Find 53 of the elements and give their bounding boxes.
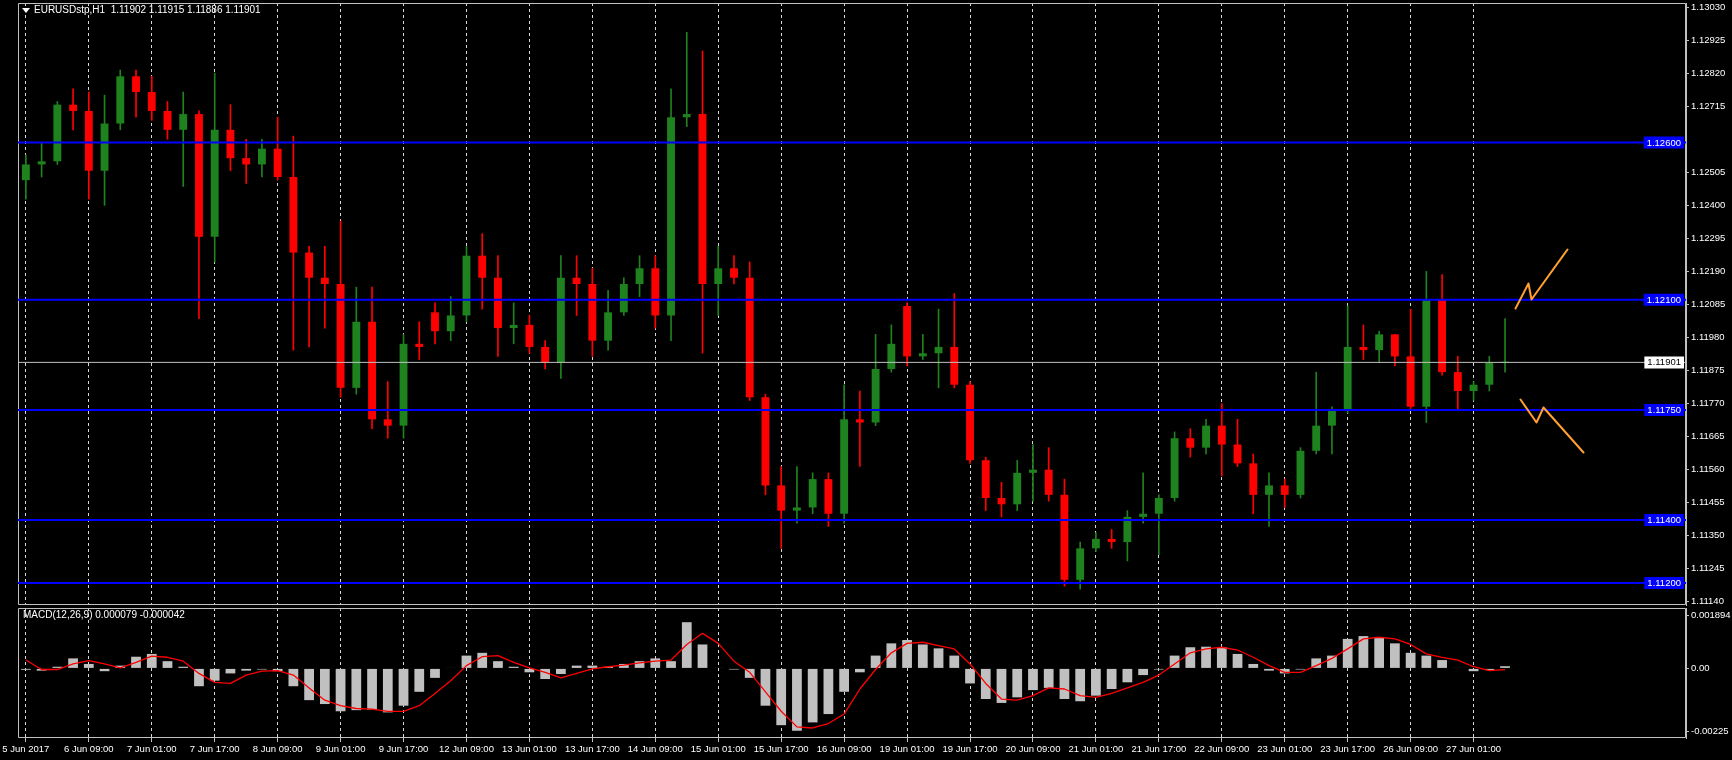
y-tick-label: 1.12085: [1691, 298, 1726, 310]
y-tick-label: 1.12925: [1691, 33, 1726, 45]
x-tick-label: 21 Jun 01:00: [1068, 743, 1124, 755]
y-tick-label: 1.11770: [1691, 397, 1725, 409]
y-tick-label: 1.11140: [1691, 595, 1724, 607]
ref-line-label: 1.11750: [1647, 404, 1682, 416]
y-tick-label: 1.12190: [1691, 265, 1726, 277]
x-tick-label: 15 Jun 17:00: [753, 743, 809, 755]
ref-line-label: 1.11901: [1647, 356, 1682, 368]
y-tick-label: 1.11875: [1691, 364, 1725, 376]
x-tick-label: 8 Jun 09:00: [252, 743, 303, 755]
y-tick-label: 1.12505: [1691, 165, 1726, 177]
y-tick-label: 1.11665: [1691, 430, 1725, 442]
y-tick-label: 0.00: [1691, 662, 1710, 674]
chart-title: MACD(12,26,9) 0.000079 -0.000042: [23, 609, 185, 621]
x-tick-label: 20 Jun 09:00: [1005, 743, 1061, 755]
ref-line-label: 1.11200: [1647, 577, 1682, 589]
x-tick-label: 13 Jun 17:00: [564, 743, 620, 755]
y-tick-label: 1.11350: [1691, 529, 1725, 541]
y-tick-label: 1.12820: [1691, 66, 1726, 78]
x-tick-label: 21 Jun 17:00: [1131, 743, 1187, 755]
x-tick-label: 27 Jun 01:00: [1446, 743, 1502, 755]
ref-line-label: 1.12100: [1646, 293, 1681, 305]
chart-title: EURUSDstp,H1 1.11902 1.11915 1.11886 1.11901: [34, 4, 261, 16]
y-tick-label: 1.11455: [1691, 496, 1725, 508]
y-tick-label: 1.13030: [1691, 0, 1726, 12]
x-tick-label: 19 Jun 17:00: [942, 743, 998, 755]
x-tick-label: 26 Jun 09:00: [1383, 743, 1439, 755]
x-tick-label: 5 Jun 2017: [2, 743, 50, 755]
y-tick-label: 1.11980: [1691, 331, 1725, 343]
x-tick-label: 16 Jun 09:00: [816, 743, 872, 755]
x-tick-label: 22 Jun 09:00: [1194, 743, 1250, 755]
x-tick-label: 12 Jun 09:00: [439, 743, 494, 755]
x-tick-label: 14 Jun 09:00: [627, 743, 683, 755]
y-tick-label: 1.11245: [1691, 562, 1725, 574]
y-tick-label: 1.12715: [1691, 99, 1726, 111]
x-tick-label: 9 Jun 01:00: [315, 743, 366, 755]
y-tick-label: 1.11560: [1691, 463, 1725, 475]
x-tick-label: 7 Jun 01:00: [126, 743, 177, 755]
x-tick-label: 23 Jun 17:00: [1320, 743, 1376, 755]
x-tick-label: 19 Jun 01:00: [879, 743, 935, 755]
x-tick-label: 23 Jun 01:00: [1257, 743, 1313, 755]
x-tick-label: 7 Jun 17:00: [189, 743, 240, 755]
y-tick-label: 0.001894: [1691, 609, 1731, 621]
y-tick-label: 1.12400: [1691, 198, 1726, 210]
y-tick-label: 1.12295: [1691, 232, 1726, 244]
ref-line-label: 1.12600: [1646, 136, 1681, 148]
x-tick-label: 15 Jun 01:00: [690, 743, 746, 755]
y-tick-label: -0.00225: [1691, 724, 1729, 736]
x-tick-label: 6 Jun 09:00: [63, 743, 114, 755]
x-tick-label: 9 Jun 17:00: [378, 743, 429, 755]
x-tick-label: 13 Jun 01:00: [501, 743, 557, 755]
ref-line-label: 1.11400: [1647, 514, 1682, 526]
